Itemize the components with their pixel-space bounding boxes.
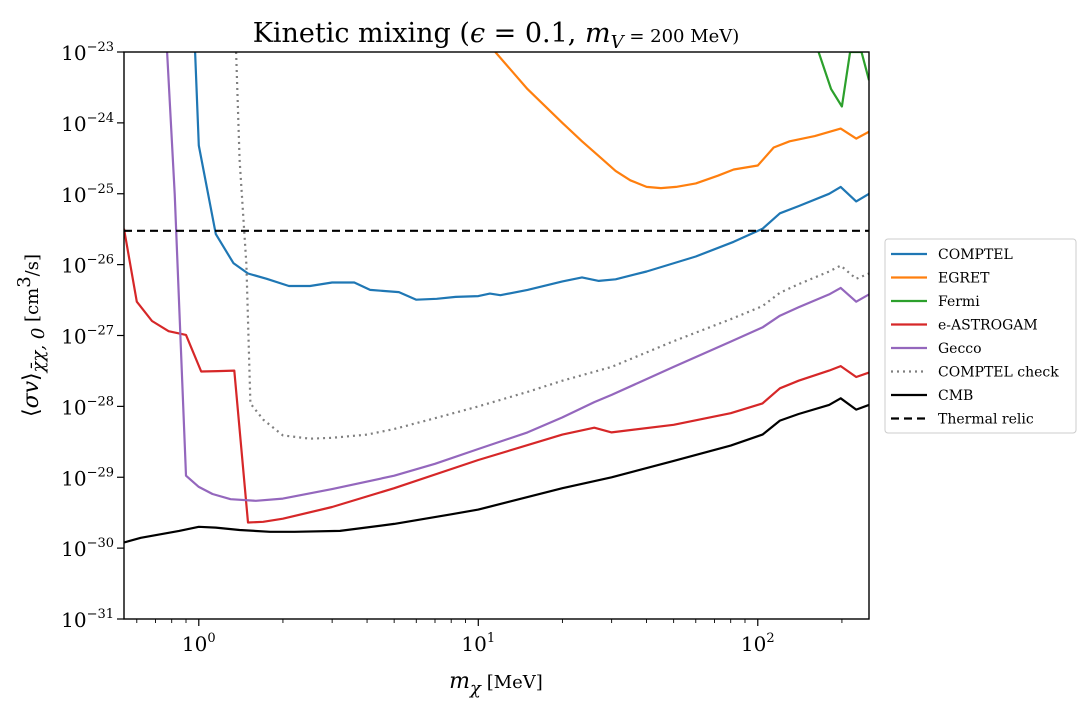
- y-tick-label: 10−30: [61, 536, 114, 561]
- legend-label: Fermi: [938, 294, 980, 310]
- legend-label: Thermal relic: [938, 412, 1034, 428]
- legend-label: Gecco: [938, 341, 982, 357]
- legend-label: COMPTEL: [938, 247, 1013, 263]
- legend-box: [884, 238, 1077, 434]
- ticks-layer: 100 101 102 10−31 10−30 10−29 10−28 10−27 10−26 1…: [61, 40, 843, 656]
- y-tick-label: 10−23: [61, 40, 114, 65]
- series-line-comptel-check: [235, 52, 869, 440]
- series-line-cmb: [124, 397, 869, 544]
- series-line-fermi: [817, 52, 869, 108]
- y-axis-label: ⟨σv⟩χ̄χ, 0 [cm3/s]: [14, 254, 49, 417]
- x-tick-label: 100: [182, 631, 216, 656]
- y-tick-label: 10−28: [61, 394, 114, 419]
- series-line-egret: [494, 52, 869, 190]
- legend-label: CMB: [938, 388, 973, 404]
- series-line-e-astrogam: [124, 228, 869, 524]
- legend: COMPTEL EGRET Fermi e-ASTROGAM Gecco COMPTEL …: [884, 238, 1077, 434]
- plot-frame: [123, 51, 870, 620]
- legend-label: e-ASTROGAM: [938, 318, 1038, 334]
- y-tick-label: 10−31: [61, 607, 114, 632]
- x-tick-label: 102: [741, 631, 775, 656]
- series-line-comptel: [194, 52, 869, 301]
- y-tick-label: 10−29: [61, 465, 114, 490]
- chart-title: Kinetic mixing (ϵ = 0.1, mV = 200 MeV): [253, 18, 740, 53]
- y-tick-label: 10−26: [61, 253, 114, 278]
- x-tick-label: 101: [461, 631, 495, 656]
- series-line-gecco: [166, 52, 869, 502]
- legend-label: EGRET: [938, 271, 990, 287]
- y-tick-label: 10−27: [61, 324, 114, 349]
- y-tick-label: 10−24: [61, 111, 114, 136]
- x-axis-label: mχ [MeV]: [449, 669, 543, 699]
- series-layer: [124, 52, 869, 544]
- y-tick-label: 10−25: [61, 182, 114, 207]
- legend-label: COMPTEL check: [938, 365, 1059, 381]
